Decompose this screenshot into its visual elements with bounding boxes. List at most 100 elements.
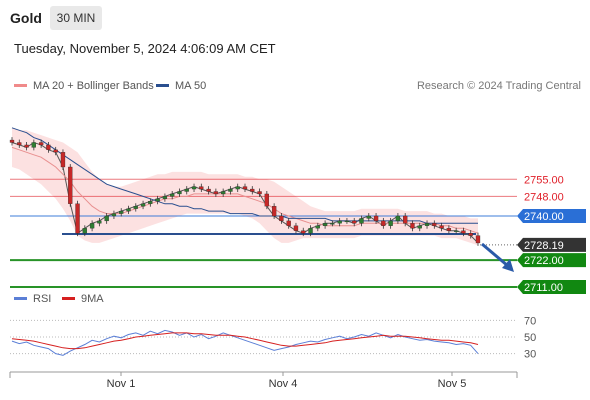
candle-body xyxy=(446,228,452,231)
candle-body xyxy=(475,235,481,244)
candle-body xyxy=(257,191,262,195)
candle-body xyxy=(24,144,29,148)
projection-arrow-shaft xyxy=(481,242,509,268)
rsi-tick-label: 30 xyxy=(524,349,536,361)
candle-body xyxy=(461,230,466,234)
candle-body xyxy=(31,142,36,148)
candle-body xyxy=(184,188,189,192)
candle-body xyxy=(75,203,80,234)
rsi-series-rsi xyxy=(11,329,479,356)
toolbar: Gold 30 MIN xyxy=(0,0,590,36)
price-tag-bg xyxy=(517,253,586,268)
candle-body xyxy=(264,193,269,207)
candle-body xyxy=(373,215,379,222)
candle-body xyxy=(293,225,299,231)
price-tag-bg xyxy=(517,209,586,223)
ma9-label: 9MA xyxy=(81,293,104,305)
legend-bollinger: MA 20 + Bollinger Bands xyxy=(14,80,154,92)
candle-body xyxy=(191,186,197,190)
price-tag-text: 2740.00 xyxy=(524,211,564,223)
candle-body xyxy=(68,166,73,204)
candle-body xyxy=(454,230,459,232)
candle-body xyxy=(417,225,422,229)
rsi-tick-label: 50 xyxy=(524,332,536,344)
candle-body xyxy=(432,223,437,226)
candle-body xyxy=(53,149,58,153)
rsi-series-9ma xyxy=(11,332,479,350)
candle-body xyxy=(286,220,291,226)
price-tag-text: 2728.19 xyxy=(524,240,564,252)
candle-body xyxy=(308,228,313,234)
ma50-swatch xyxy=(156,83,169,87)
candle-body xyxy=(17,142,22,146)
candle-body xyxy=(199,186,204,190)
candle-body xyxy=(155,198,160,202)
candle-body xyxy=(140,203,146,207)
candle-body xyxy=(424,223,430,226)
candle-body xyxy=(352,220,357,224)
candle-body xyxy=(104,215,109,222)
x-tick-label: Nov 1 xyxy=(107,378,136,390)
projection-arrow-head xyxy=(502,259,514,272)
x-tick-label: Nov 5 xyxy=(438,378,467,390)
candle-body xyxy=(111,213,117,217)
price-tag-2755.00: 2755.00 xyxy=(524,174,564,186)
candle-body xyxy=(206,188,211,192)
candle-body xyxy=(242,186,248,190)
candle-body xyxy=(271,206,277,217)
candle-body xyxy=(395,215,401,222)
candle-body xyxy=(170,193,175,197)
candle-body xyxy=(439,225,444,229)
legend-rsi: RSI xyxy=(14,293,51,305)
candle-body xyxy=(250,188,255,192)
candle-body xyxy=(162,196,168,199)
price-tag-bg xyxy=(517,237,586,252)
ma50-label: MA 50 xyxy=(175,80,207,92)
candle-body xyxy=(60,152,66,168)
candle-body xyxy=(228,188,233,192)
symbol-title: Gold xyxy=(10,10,42,26)
candle-body xyxy=(235,186,240,190)
candle-body xyxy=(366,215,371,219)
candle-body xyxy=(9,139,15,143)
price-tag-text: 2748.00 xyxy=(524,191,564,203)
rsi-tick-label: 70 xyxy=(524,315,536,327)
timeframe-button[interactable]: 30 MIN xyxy=(50,6,102,30)
candle-body xyxy=(410,223,415,229)
candle-body xyxy=(344,220,350,223)
bollinger-swatch xyxy=(14,83,27,87)
candle-body xyxy=(177,191,182,195)
rsi-label: RSI xyxy=(33,293,52,305)
research-credit: Research © 2024 Trading Central xyxy=(416,80,581,92)
candle-body xyxy=(301,230,306,234)
series-line-ma-50 xyxy=(11,127,478,224)
candle-body xyxy=(381,220,386,226)
candle-body xyxy=(89,223,95,229)
candle-body xyxy=(279,215,284,222)
candle-body xyxy=(126,208,131,212)
candle-body xyxy=(359,218,364,224)
price-tag-text: 2711.00 xyxy=(524,282,563,294)
price-tag-2711.00: 2711.00 xyxy=(517,280,586,295)
price-tag-2740.00: 2740.00 xyxy=(517,209,586,223)
bollinger-label: MA 20 + Bollinger Bands xyxy=(33,80,154,92)
series-line-ma-20 xyxy=(11,146,479,234)
candle-body xyxy=(82,228,87,234)
price-tag-2722.00: 2722.00 xyxy=(517,253,586,268)
candle-body xyxy=(133,206,138,209)
candle-body xyxy=(119,210,124,214)
candle-body xyxy=(468,232,473,236)
chart-timestamp: Tuesday, November 5, 2024 4:06:09 AM CET xyxy=(14,41,276,56)
candle-body xyxy=(337,220,342,224)
candle-body xyxy=(38,142,44,146)
candle-body xyxy=(213,191,219,195)
candle-body xyxy=(46,144,51,150)
legend-ma50: MA 50 xyxy=(156,80,206,92)
price-tag-text: 2722.00 xyxy=(524,255,564,267)
x-tick-label: Nov 4 xyxy=(269,378,298,390)
candle-body xyxy=(403,215,408,224)
candle-body xyxy=(330,223,335,225)
ma9-swatch xyxy=(62,296,75,300)
candle-body xyxy=(315,225,320,229)
